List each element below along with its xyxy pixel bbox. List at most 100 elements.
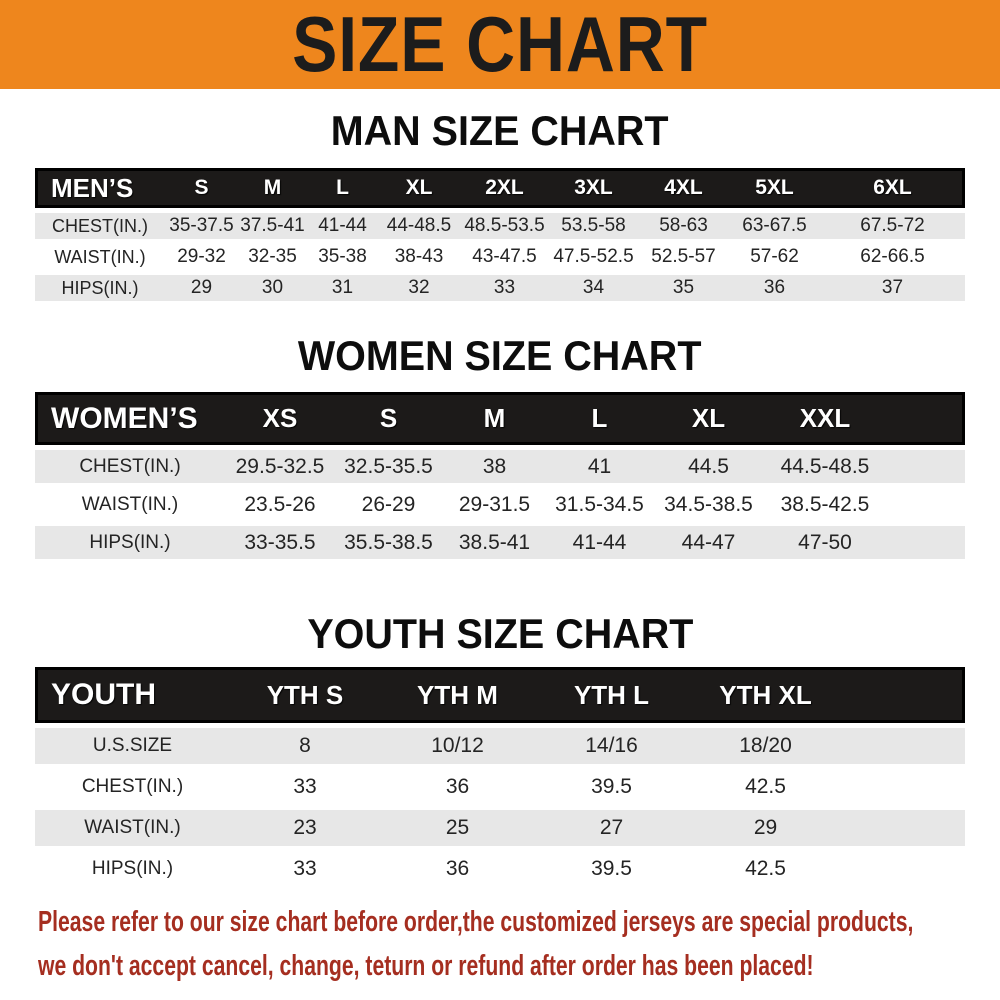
size-value-cell: 10/12: [380, 728, 535, 764]
youth-size-chart-title: YOUTH SIZE CHART: [306, 610, 694, 657]
size-value-cell: 29-32: [165, 244, 238, 270]
size-value-cell: 47.5-52.5: [549, 244, 638, 270]
size-value-cell: 33-35.5: [225, 526, 335, 559]
youth-waist-row: WAIST(IN.) 23 25 27 29: [35, 810, 965, 846]
disclaimer: Please refer to our size chart before or…: [0, 900, 1000, 988]
size-value-cell: 29.5-32.5: [225, 450, 335, 483]
women-size-col-header: S: [335, 392, 442, 445]
size-value-cell: 32.5-35.5: [335, 450, 442, 483]
filler-cell: [843, 810, 965, 846]
size-value-cell: 42.5: [688, 851, 843, 887]
size-value-cell: 34: [549, 275, 638, 301]
size-value-cell: 25: [380, 810, 535, 846]
size-value-cell: 38-43: [378, 244, 460, 270]
size-value-cell: 39.5: [535, 769, 688, 805]
size-value-cell: 52.5-57: [638, 244, 729, 270]
filler-cell: [843, 769, 965, 805]
size-value-cell: 32-35: [238, 244, 307, 270]
size-value-cell: 38.5-42.5: [765, 488, 885, 521]
youth-size-col-header: YTH M: [380, 667, 535, 723]
size-value-cell: 44-48.5: [378, 213, 460, 239]
size-value-cell: 35-38: [307, 244, 378, 270]
size-value-cell: 18/20: [688, 728, 843, 764]
disclaimer-line-1: Please refer to our size chart before or…: [38, 906, 914, 938]
size-value-cell: 41: [547, 450, 652, 483]
men-size-col-header: L: [307, 168, 378, 208]
men-chest-row: CHEST(IN.) 35-37.5 37.5-41 41-44 44-48.5…: [35, 213, 965, 239]
size-value-cell: 35.5-38.5: [335, 526, 442, 559]
row-label: U.S.SIZE: [35, 728, 230, 764]
men-header-row: MEN’S S M L XL 2XL 3XL 4XL 5XL 6XL: [35, 168, 965, 208]
size-value-cell: 36: [729, 275, 820, 301]
size-value-cell: 37.5-41: [238, 213, 307, 239]
men-size-table: MEN’S S M L XL 2XL 3XL 4XL 5XL 6XL CHEST…: [35, 163, 965, 306]
size-value-cell: 38.5-41: [442, 526, 547, 559]
women-size-table: WOMEN’S XS S M L XL XXL CHEST(IN.) 29.5-…: [35, 387, 965, 564]
size-value-cell: 63-67.5: [729, 213, 820, 239]
men-size-col-header: XL: [378, 168, 460, 208]
women-header-row: WOMEN’S XS S M L XL XXL: [35, 392, 965, 445]
youth-size-col-header: YTH L: [535, 667, 688, 723]
men-size-col-header: 2XL: [460, 168, 549, 208]
men-size-col-header: 3XL: [549, 168, 638, 208]
filler-cell: [843, 728, 965, 764]
row-label: WAIST(IN.): [35, 810, 230, 846]
banner-title: SIZE CHART: [292, 0, 708, 88]
row-label: HIPS(IN.): [35, 526, 225, 559]
size-value-cell: 39.5: [535, 851, 688, 887]
women-chest-row: CHEST(IN.) 29.5-32.5 32.5-35.5 38 41 44.…: [35, 450, 965, 483]
men-size-col-header: M: [238, 168, 307, 208]
youth-header-label: YOUTH: [35, 667, 230, 723]
men-hips-row: HIPS(IN.) 29 30 31 32 33 34 35 36 37: [35, 275, 965, 301]
size-value-cell: 27: [535, 810, 688, 846]
size-value-cell: 35-37.5: [165, 213, 238, 239]
youth-chest-row: CHEST(IN.) 33 36 39.5 42.5: [35, 769, 965, 805]
size-value-cell: 26-29: [335, 488, 442, 521]
size-value-cell: 38: [442, 450, 547, 483]
women-size-col-header: L: [547, 392, 652, 445]
size-value-cell: 33: [230, 851, 380, 887]
man-size-chart-title: MAN SIZE CHART: [331, 107, 669, 154]
row-label: HIPS(IN.): [35, 275, 165, 301]
size-chart-banner: SIZE CHART: [0, 0, 1000, 89]
size-value-cell: 23: [230, 810, 380, 846]
size-value-cell: 53.5-58: [549, 213, 638, 239]
women-waist-row: WAIST(IN.) 23.5-26 26-29 29-31.5 31.5-34…: [35, 488, 965, 521]
size-value-cell: 23.5-26: [225, 488, 335, 521]
row-label: CHEST(IN.): [35, 213, 165, 239]
women-size-chart-title: WOMEN SIZE CHART: [298, 332, 702, 379]
women-size-col-header: XS: [225, 392, 335, 445]
size-value-cell: 33: [230, 769, 380, 805]
size-value-cell: 41-44: [307, 213, 378, 239]
size-value-cell: 43-47.5: [460, 244, 549, 270]
size-value-cell: 14/16: [535, 728, 688, 764]
size-value-cell: 30: [238, 275, 307, 301]
women-size-col-header: XXL: [765, 392, 885, 445]
filler-cell: [885, 526, 965, 559]
men-size-col-header: S: [165, 168, 238, 208]
size-value-cell: 37: [820, 275, 965, 301]
size-value-cell: 36: [380, 769, 535, 805]
men-header-label: MEN’S: [35, 168, 165, 208]
size-value-cell: 41-44: [547, 526, 652, 559]
youth-size-col-header: YTH S: [230, 667, 380, 723]
size-value-cell: 57-62: [729, 244, 820, 270]
size-value-cell: 35: [638, 275, 729, 301]
filler-cell: [885, 488, 965, 521]
size-value-cell: 42.5: [688, 769, 843, 805]
men-size-col-header: 5XL: [729, 168, 820, 208]
women-size-col-header: M: [442, 392, 547, 445]
size-value-cell: 44.5: [652, 450, 765, 483]
youth-header-row: YOUTH YTH S YTH M YTH L YTH XL: [35, 667, 965, 723]
row-label: CHEST(IN.): [35, 450, 225, 483]
youth-size-table: YOUTH YTH S YTH M YTH L YTH XL U.S.SIZE …: [35, 662, 965, 892]
row-label: CHEST(IN.): [35, 769, 230, 805]
men-size-col-header: 4XL: [638, 168, 729, 208]
size-value-cell: 34.5-38.5: [652, 488, 765, 521]
size-value-cell: 44-47: [652, 526, 765, 559]
men-waist-row: WAIST(IN.) 29-32 32-35 35-38 38-43 43-47…: [35, 244, 965, 270]
youth-ussize-row: U.S.SIZE 8 10/12 14/16 18/20: [35, 728, 965, 764]
size-value-cell: 32: [378, 275, 460, 301]
filler-cell: [843, 667, 965, 723]
size-value-cell: 31: [307, 275, 378, 301]
